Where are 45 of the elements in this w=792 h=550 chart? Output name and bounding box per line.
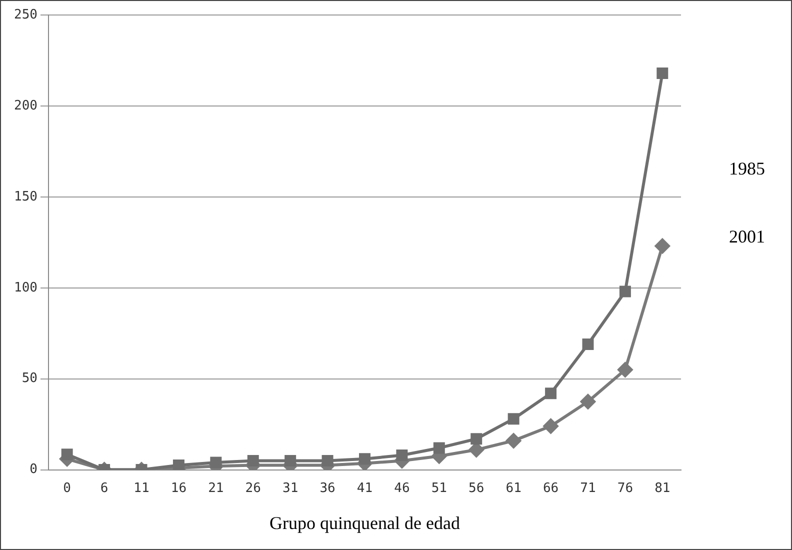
x-axis-title: Grupo quinquenal de edad	[270, 512, 460, 533]
point	[284, 454, 296, 466]
point	[582, 338, 594, 350]
point	[172, 460, 184, 470]
x-tick-label: 31	[282, 480, 298, 496]
text: 2001	[729, 226, 765, 247]
y-tick-label: 150	[14, 189, 38, 204]
x-tick-label: 11	[134, 480, 150, 496]
point	[619, 286, 631, 298]
y-tick-label: 0	[30, 462, 38, 478]
point	[580, 394, 596, 410]
y-tick-label: 200	[14, 98, 38, 114]
x-tick-label: 26	[245, 480, 261, 496]
x-tick-label: 6	[100, 480, 108, 496]
point	[543, 418, 558, 434]
point	[545, 388, 557, 400]
x-tick-label: 81	[654, 480, 670, 496]
x-tick-label: 56	[468, 480, 484, 496]
y-tick-label: 100	[14, 280, 38, 296]
x-tick-label: 21	[208, 480, 224, 496]
x-tick-label: 41	[356, 480, 373, 496]
point	[433, 442, 445, 454]
point	[247, 454, 259, 466]
point	[654, 238, 670, 254]
point	[359, 453, 370, 465]
point	[322, 454, 334, 466]
x-tick-label: 71	[580, 480, 596, 496]
x-tick-label: 51	[431, 480, 447, 496]
x-tick-label: 46	[394, 480, 410, 496]
point	[618, 362, 633, 378]
x-tick-label: 16	[170, 480, 187, 496]
point	[506, 433, 522, 448]
point	[61, 448, 73, 460]
point	[470, 433, 482, 445]
x-tick-label: 61	[506, 480, 522, 496]
point	[656, 67, 668, 79]
x-tick-label: 36	[320, 480, 336, 496]
point	[508, 413, 520, 425]
y-tick-label: 250	[14, 7, 38, 22]
point	[396, 450, 408, 461]
x-tick-label: 66	[542, 480, 559, 496]
y-tick-label: 50	[22, 371, 38, 386]
text: 1985	[729, 158, 765, 178]
x-tick-label: 0	[63, 480, 71, 496]
x-tick-label: 76	[617, 480, 634, 496]
